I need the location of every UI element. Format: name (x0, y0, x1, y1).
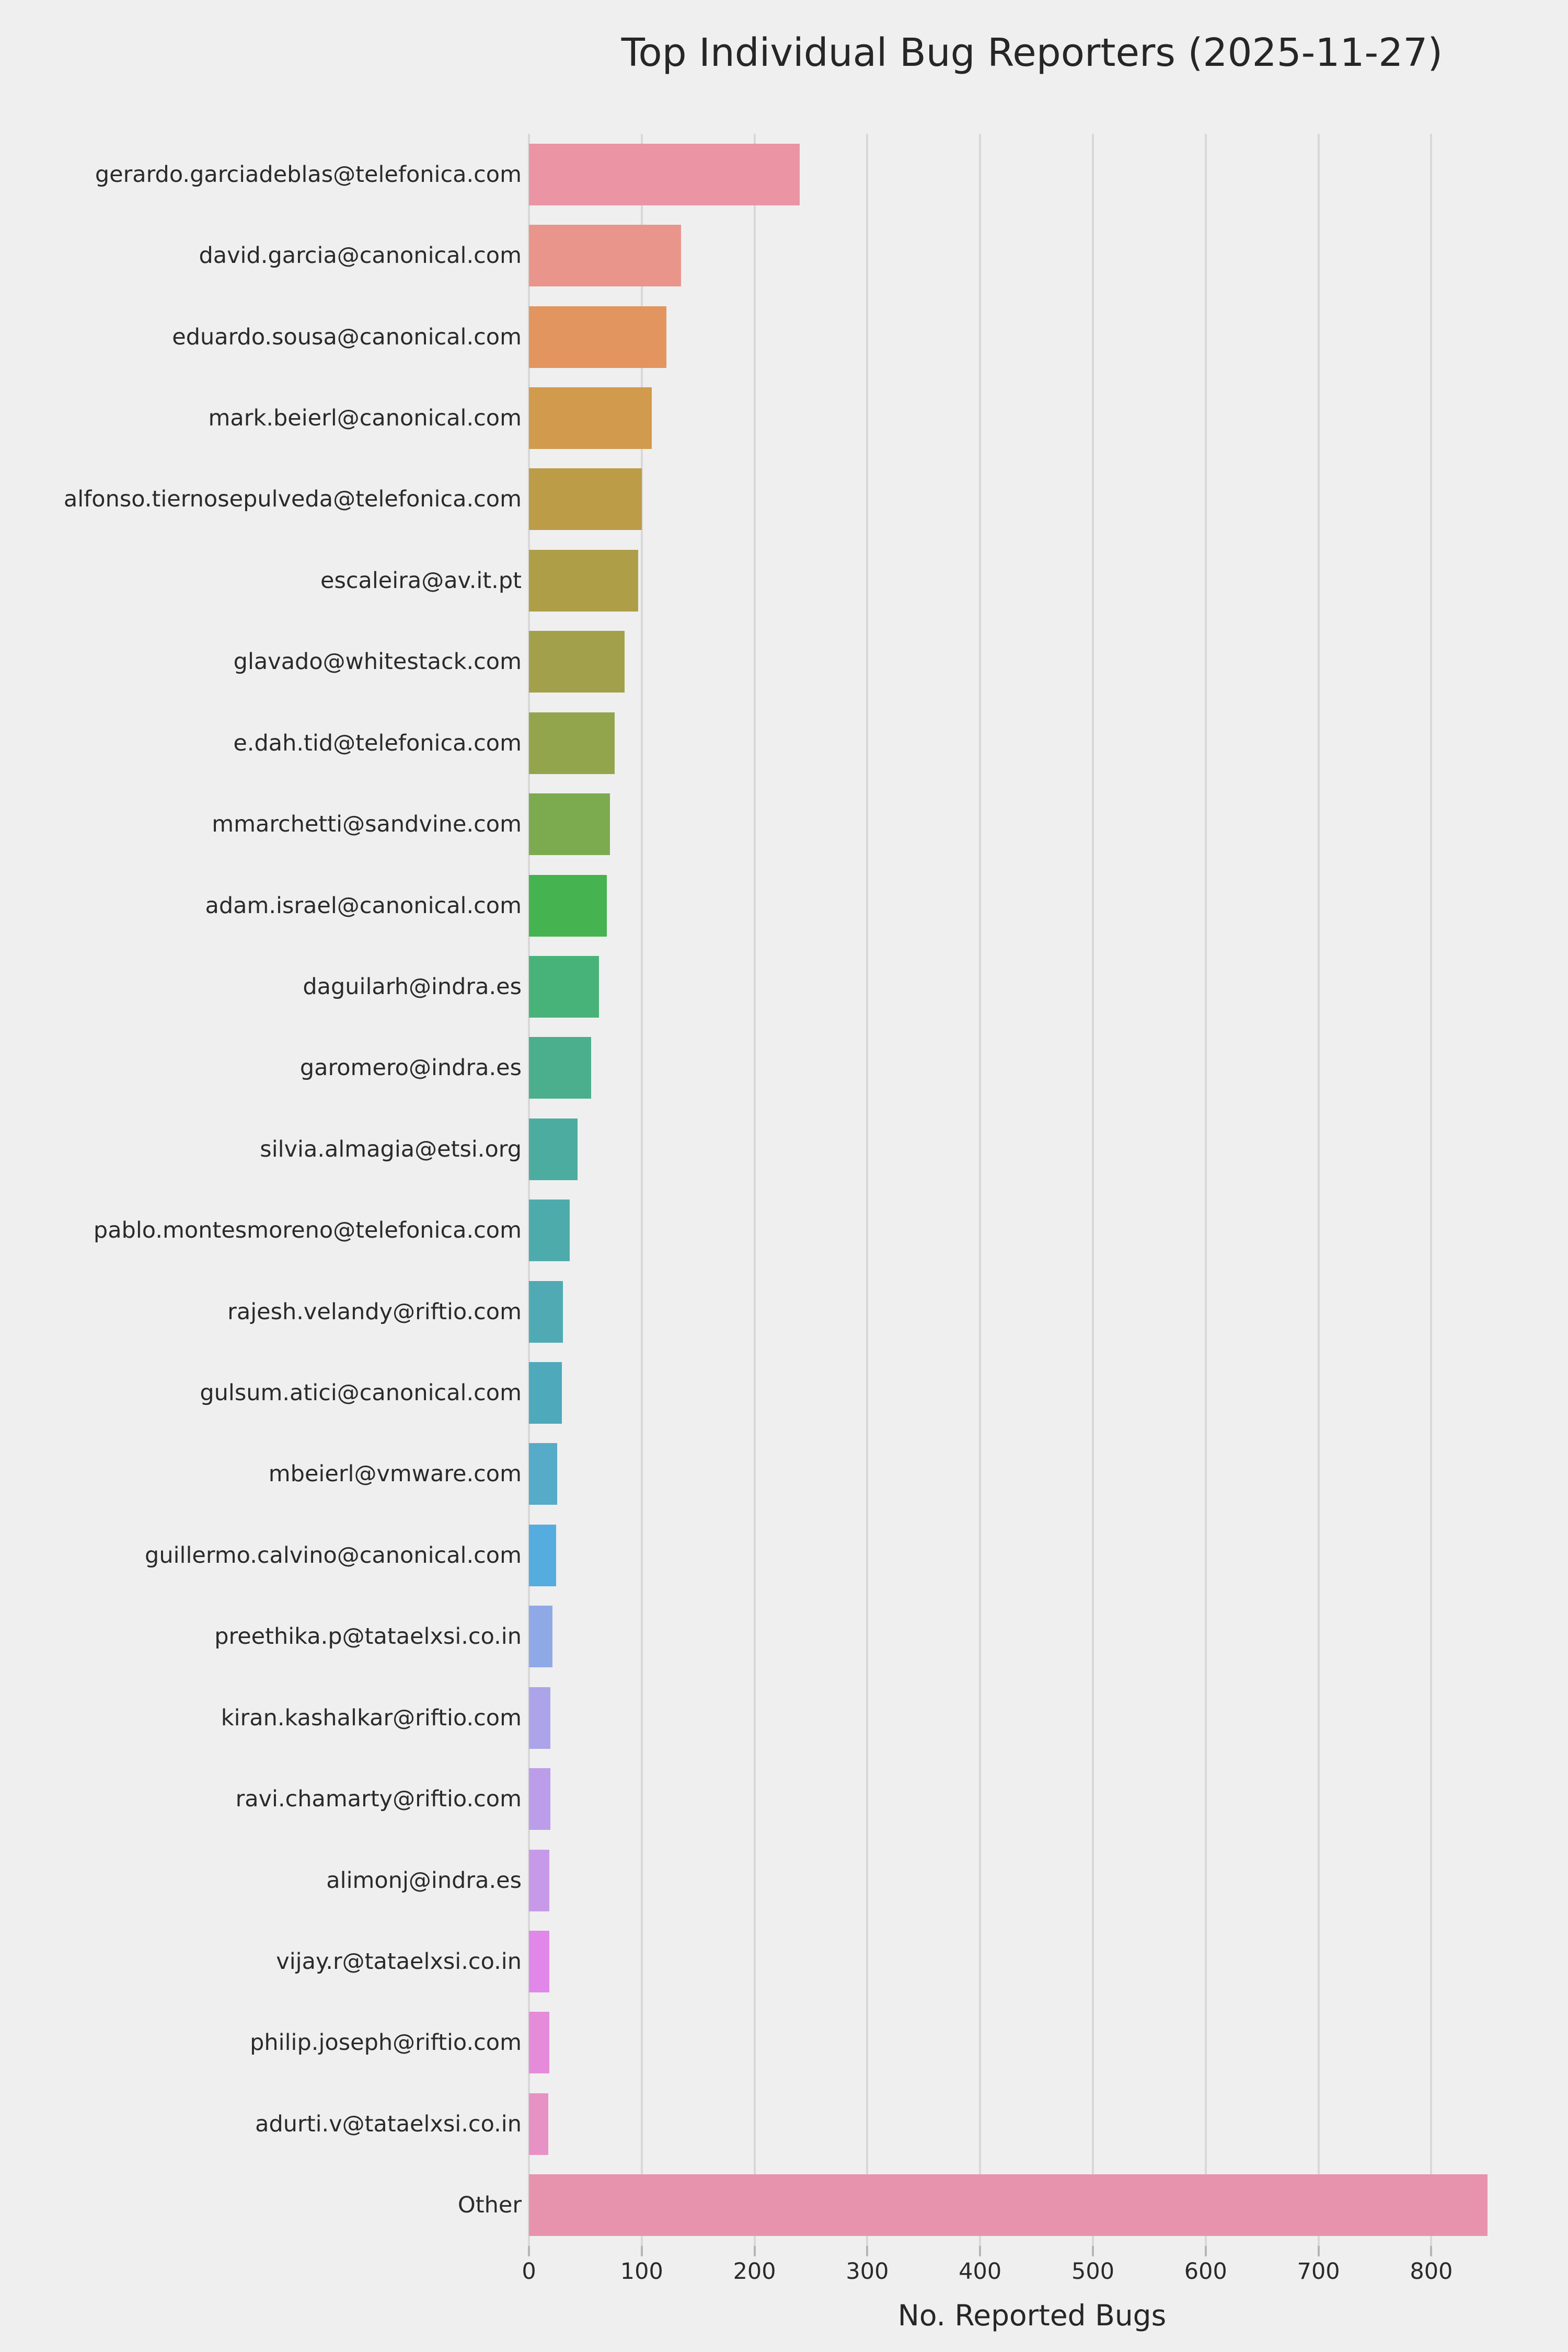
bar-ravi.chamarty (529, 1768, 550, 1830)
y-tick-label: alimonj@indra.es (326, 1867, 522, 1894)
bar-garomero (529, 1037, 591, 1099)
gridline-x-500 (1092, 134, 1094, 2246)
bar-vijay.r (529, 1931, 549, 1993)
x-tick-label: 500 (1071, 2258, 1115, 2285)
x-tick-mark-500 (1092, 2246, 1094, 2256)
bar-eduardo.sousa (529, 306, 667, 368)
y-tick-label: preethika.p@tataelxsi.co.in (214, 1623, 522, 1650)
y-tick-label: daguilarh@indra.es (303, 973, 522, 1000)
y-tick-label: mmarchetti@sandvine.com (212, 811, 522, 838)
x-tick-mark-400 (979, 2246, 982, 2256)
bar-alimonj (529, 1849, 549, 1911)
x-tick-mark-200 (753, 2246, 756, 2256)
y-tick-label: gerardo.garciadeblas@telefonica.com (95, 161, 522, 188)
chart-title: Top Individual Bug Reporters (2025-11-27… (621, 30, 1443, 75)
bar-mark.beierl (529, 387, 652, 449)
bar-e.dah.tid (529, 712, 615, 774)
y-tick-label: silvia.almagia@etsi.org (260, 1136, 522, 1162)
y-tick-label: alfonso.tiernosepulveda@telefonica.com (63, 486, 522, 513)
bar-mbeierl (529, 1443, 557, 1505)
y-tick-label: kiran.kashalkar@riftio.com (221, 1704, 522, 1731)
gridline-x-300 (866, 134, 869, 2246)
gridline-x-100 (640, 134, 643, 2246)
gridline-x-600 (1204, 134, 1207, 2246)
y-tick-label: david.garcia@canonical.com (199, 243, 522, 269)
bar-rajesh.velandy (529, 1281, 563, 1343)
y-tick-label: adam.israel@canonical.com (205, 892, 522, 919)
bar-pablo.montesmoreno (529, 1200, 570, 1262)
bar-adurti.v (529, 2093, 548, 2155)
y-tick-label: eduardo.sousa@canonical.com (172, 324, 522, 350)
x-tick-label: 200 (733, 2258, 776, 2285)
bar-guillermo.calvino (529, 1524, 556, 1586)
bar-preethika.p (529, 1606, 553, 1668)
bar-philip.joseph (529, 2012, 549, 2074)
y-tick-label: vijay.r@tataelxsi.co.in (276, 1949, 522, 1975)
x-tick-label: 300 (846, 2258, 889, 2285)
x-tick-mark-100 (640, 2246, 643, 2256)
bar-adam.israel (529, 874, 607, 937)
x-tick-mark-300 (866, 2246, 869, 2256)
bar-silvia.almagia (529, 1118, 578, 1180)
bar-daguilarh (529, 955, 599, 1018)
x-tick-label: 0 (522, 2258, 536, 2285)
bar-mmarchetti (529, 793, 610, 856)
x-tick-label: 800 (1410, 2258, 1453, 2285)
y-tick-label: rajesh.velandy@riftio.com (227, 1298, 522, 1325)
gridline-x-0 (528, 134, 530, 2246)
y-tick-label: ravi.chamarty@riftio.com (235, 1786, 522, 1813)
y-tick-label: garomero@indra.es (299, 1055, 522, 1081)
y-tick-label: gulsum.atici@canonical.com (200, 1380, 522, 1406)
y-tick-label: mark.beierl@canonical.com (208, 405, 522, 431)
y-tick-label: glavado@whitestack.com (233, 649, 522, 675)
y-tick-label: philip.joseph@riftio.com (250, 2030, 522, 2056)
gridline-x-800 (1430, 134, 1433, 2246)
bar-gulsum.atici (529, 1362, 562, 1424)
y-tick-label: e.dah.tid@telefonica.com (233, 730, 522, 756)
bar-david.garcia (529, 225, 682, 287)
gridline-x-700 (1317, 134, 1320, 2246)
y-tick-label: mbeierl@vmware.com (268, 1461, 522, 1488)
y-tick-label: adurti.v@tataelxsi.co.in (255, 2111, 522, 2137)
y-tick-label: Other (457, 2192, 522, 2219)
x-tick-label: 400 (959, 2258, 1002, 2285)
bar-other (529, 2174, 1488, 2236)
x-tick-label: 600 (1184, 2258, 1227, 2285)
bar-escaleira (529, 549, 639, 612)
x-tick-label: 700 (1297, 2258, 1340, 2285)
x-axis-label: No. Reported Bugs (897, 2299, 1167, 2332)
y-tick-label: escaleira@av.it.pt (320, 567, 522, 594)
x-tick-mark-0 (528, 2246, 530, 2256)
bar-glavado (529, 631, 625, 693)
plot-area (528, 134, 1535, 2256)
x-tick-mark-800 (1430, 2246, 1433, 2256)
gridline-x-400 (979, 134, 982, 2246)
bar-gerardo.garciadeblas (529, 143, 800, 205)
x-tick-label: 100 (620, 2258, 663, 2285)
bar-alfonso.tiernosepulveda (529, 468, 642, 531)
x-tick-mark-600 (1204, 2246, 1207, 2256)
y-tick-label: pablo.montesmoreno@telefonica.com (93, 1217, 522, 1244)
y-tick-label: guillermo.calvino@canonical.com (145, 1542, 522, 1569)
bar-kiran.kashalkar (529, 1687, 550, 1749)
x-tick-mark-700 (1317, 2246, 1320, 2256)
gridline-x-200 (753, 134, 756, 2246)
